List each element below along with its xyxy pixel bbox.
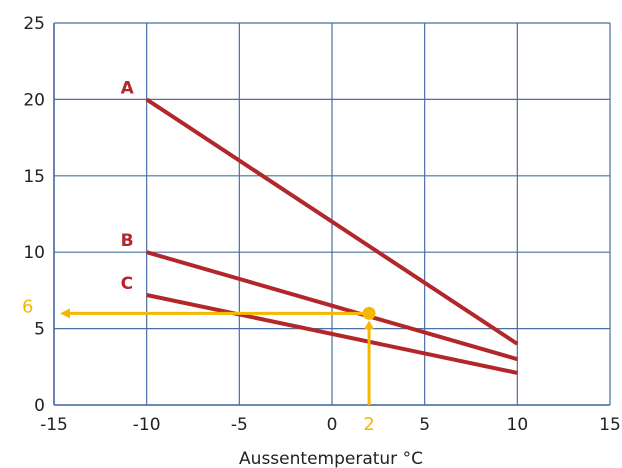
x-tick-label: 5 <box>419 415 430 435</box>
series-label-a: A <box>121 78 135 98</box>
y-tick-label: 0 <box>34 396 45 416</box>
x-tick-label: -10 <box>133 415 161 435</box>
y-tick-label: 25 <box>23 14 45 34</box>
annotation-left-arrowhead <box>60 308 70 319</box>
y-tick-label: 15 <box>23 167 45 187</box>
x-tick-label: -15 <box>40 415 68 435</box>
series-line-c <box>146 293 518 375</box>
series-label-c: C <box>121 274 133 294</box>
x-axis-title: Aussentemperatur °C <box>239 449 423 468</box>
series-lines: A B C <box>121 78 519 375</box>
x-tick-label: 0 <box>327 415 338 435</box>
annotation-point <box>362 306 376 320</box>
x-tick-label: 10 <box>507 415 529 435</box>
annotation-x-label: 2 <box>363 414 374 435</box>
grid <box>53 22 611 406</box>
series-label-b: B <box>121 231 134 251</box>
annotation-up-arrowhead <box>364 320 375 330</box>
series-line-b <box>146 250 518 362</box>
annotation: 26 <box>22 296 376 435</box>
y-tick-label: 10 <box>23 243 45 263</box>
y-tick-label: 20 <box>23 90 45 110</box>
series-line-a <box>145 97 519 346</box>
tick-labels: -15 -10 -5 0 5 10 15 0 5 10 15 20 25 <box>23 14 620 435</box>
x-tick-label: 15 <box>599 415 621 435</box>
annotation-y-label: 6 <box>22 296 33 317</box>
y-tick-label: 5 <box>34 320 45 340</box>
x-tick-label: -5 <box>231 415 248 435</box>
